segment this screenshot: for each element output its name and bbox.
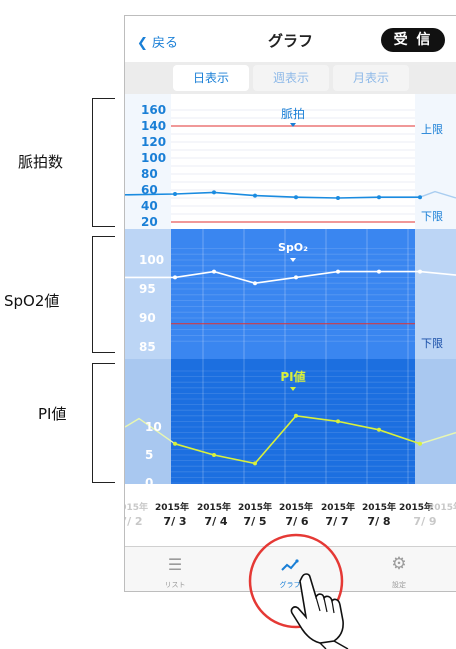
date-year-label: 2015年 (238, 501, 272, 513)
pi-point (294, 413, 298, 418)
tap-highlight-overlay (248, 533, 349, 649)
pulse-header: 脈拍 (281, 106, 305, 121)
pulse-point (377, 195, 381, 200)
spo2-lower-label: 下限 (421, 337, 443, 350)
spo2-bracket (92, 236, 115, 353)
pulse-y-tick: 20 (141, 215, 158, 229)
pi-header: PI値 (280, 369, 305, 384)
pi-marker-icon (290, 387, 296, 391)
pi-series-extension-left (125, 417, 176, 445)
tab-settings-label[interactable]: 設定 (392, 581, 406, 589)
pi-series-extension-right (419, 431, 456, 445)
pulse-series-extension (419, 190, 456, 199)
pi-point (253, 461, 257, 466)
pi-point (173, 441, 177, 446)
pulse-upper-label: 上限 (421, 123, 443, 136)
graph-icon[interactable] (280, 557, 300, 573)
pi-annotation: PI値 (38, 405, 67, 423)
page-title: グラフ (267, 32, 313, 50)
date-year-label: 2015年 (125, 501, 148, 513)
pulse-point (418, 195, 422, 200)
back-label: 戻る (152, 36, 179, 51)
spo2-point (418, 269, 422, 274)
pi-point (377, 427, 381, 432)
vital-chart: 160 140 120 100 80 60 40 20 100 95 90 85 10 5 0 脈拍 SpO… (125, 94, 456, 546)
pulse-y-tick: 120 (141, 135, 166, 149)
pulse-series-line (125, 191, 420, 199)
spo2-annotation: SpO2値 (4, 292, 60, 310)
tab-list-label[interactable]: リスト (164, 581, 186, 589)
settings-gear-icon[interactable]: ⚙ (391, 554, 407, 574)
spo2-y-tick: 95 (139, 282, 156, 296)
spo2-panel (171, 229, 415, 359)
pulse-bracket (92, 98, 115, 227)
pulse-panel (171, 94, 415, 229)
pulse-y-tick: 140 (141, 119, 166, 133)
pulse-point (173, 192, 177, 196)
date-day-label: 7/ 3 (163, 515, 186, 528)
date-year-label: 2015年 (197, 501, 231, 513)
spo2-header: SpO₂ (278, 241, 308, 254)
spo2-point (377, 269, 381, 274)
spo2-point (253, 281, 257, 286)
pi-bracket (92, 363, 115, 483)
tab-bar: ☰ リスト グラフ ⚙ 設定 (125, 546, 456, 591)
pulse-y-tick: 60 (141, 183, 158, 197)
segment-week[interactable]: 週表示 (253, 65, 329, 91)
pi-point (336, 419, 340, 424)
pi-y-tick: 10 (145, 420, 162, 434)
spo2-y-tick: 90 (139, 311, 156, 325)
spo2-point (212, 269, 216, 274)
pi-panel (171, 359, 415, 484)
date-day-label: 7/ 5 (243, 515, 266, 528)
pi-y-tick: 5 (145, 448, 153, 462)
pulse-y-tick: 80 (141, 167, 158, 181)
spo2-point (294, 275, 298, 280)
date-year-label: 2015年 (155, 501, 189, 513)
spo2-y-tick: 85 (139, 340, 156, 354)
phone-screen: ❮ 戻る グラフ 受 信 日表示 週表示 月表示 160 140 120 100 80 6… (124, 15, 456, 592)
pi-y-tick: 0 (145, 476, 153, 490)
tab-graph-label[interactable]: グラフ (279, 581, 301, 589)
date-year-label: 2015年 (279, 501, 313, 513)
back-button[interactable]: ❮ 戻る (137, 32, 178, 51)
spo2-marker-icon (290, 258, 296, 262)
pulse-annotation: 脈拍数 (18, 153, 64, 171)
date-year-label: 2015年 (362, 501, 396, 513)
hand-pointer-icon (290, 573, 344, 644)
date-day-label: 7/ 4 (204, 515, 228, 528)
highlight-circle (248, 533, 344, 629)
pulse-y-tick: 100 (141, 151, 166, 165)
pulse-lower-label: 下限 (421, 210, 443, 223)
pulse-marker-icon (290, 123, 296, 127)
date-day-label: 7/ 2 (125, 515, 143, 528)
navigation-bar: ❮ 戻る グラフ 受 信 (125, 16, 456, 62)
date-day-label: 7/ 6 (285, 515, 309, 528)
receive-button[interactable]: 受 信 (381, 28, 445, 52)
pulse-point (294, 195, 298, 200)
date-year-label: 2015年 (399, 501, 433, 513)
pulse-y-tick: 160 (141, 103, 166, 117)
date-day-label: 7/ 7 (325, 515, 348, 528)
date-day-label: 7/ 9 (413, 515, 436, 528)
segment-month[interactable]: 月表示 (333, 65, 409, 91)
date-year-label: 2015年 (428, 501, 456, 513)
pi-point (418, 441, 422, 446)
chevron-left-icon: ❮ (137, 36, 148, 51)
segment-day[interactable]: 日表示 (173, 65, 249, 91)
pulse-point (212, 190, 216, 195)
spo2-y-tick: 100 (139, 253, 164, 267)
spo2-point (173, 275, 177, 280)
list-icon[interactable]: ☰ (167, 555, 183, 574)
pulse-point (336, 196, 340, 200)
pulse-y-tick: 40 (141, 199, 158, 213)
pulse-point (253, 193, 257, 198)
date-day-label: 7/ 8 (367, 515, 390, 528)
pi-point (212, 453, 216, 457)
date-year-label: 2015年 (321, 501, 355, 513)
spo2-point (336, 269, 340, 274)
